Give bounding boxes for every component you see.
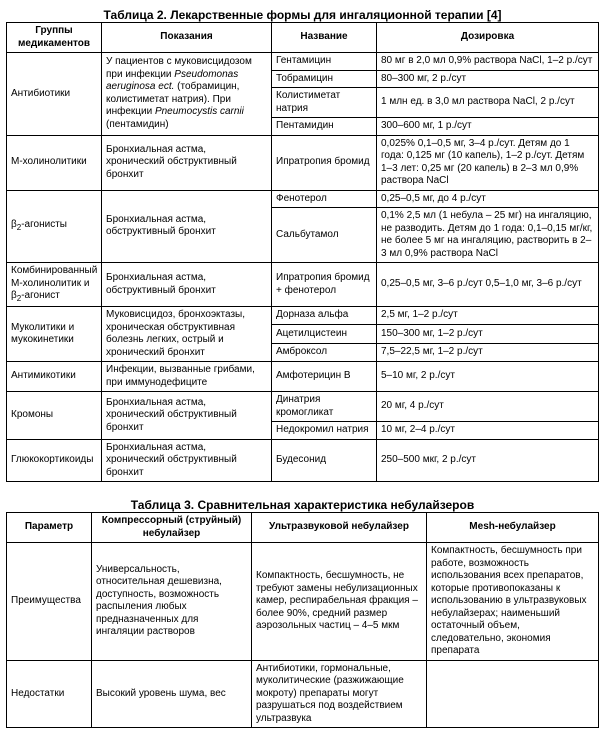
- dose-cell: 0,025% 0,1–0,5 мг, 3–4 р./сут. Детям до …: [377, 135, 599, 190]
- group-cell: Комбинированный М-холинолитик и β2-агони…: [7, 263, 102, 307]
- indication-cell: Бронхиальная астма, обструктивный бронхи…: [102, 263, 272, 307]
- drug-name-cell: Тобрамицин: [272, 70, 377, 88]
- table-row: Комбинированный М-холинолитик и β2-агони…: [7, 263, 599, 307]
- t3-h2: Компрессорный (струйный) небулайзер: [92, 513, 252, 543]
- t3-h4: Mesh-небулайзер: [427, 513, 599, 543]
- indication-cell: Инфекции, вызванные грибами, при иммунод…: [102, 362, 272, 392]
- param-cell: Преимущества: [7, 543, 92, 661]
- table3-header-row: Параметр Компрессорный (струйный) небула…: [7, 513, 599, 543]
- table-row: ГлюкокортикоидыБронхиальная астма, хрони…: [7, 439, 599, 482]
- group-cell: Глюкокортикоиды: [7, 439, 102, 482]
- indication-cell: Бронхиальная астма, хронический обструкт…: [102, 135, 272, 190]
- t3-cell: Высокий уровень шума, вес: [92, 660, 252, 728]
- t3-h1: Параметр: [7, 513, 92, 543]
- group-cell: Муколитики и мукокинетики: [7, 307, 102, 362]
- t2-h4: Дозировка: [377, 23, 599, 53]
- indication-cell: Бронхиальная астма, хронический обструкт…: [102, 439, 272, 482]
- drug-name-cell: Амфотерицин В: [272, 362, 377, 392]
- t2-h2: Показания: [102, 23, 272, 53]
- table-row: Муколитики и мукокинетикиМуковисцидоз, б…: [7, 307, 599, 325]
- dose-cell: 0,25–0,5 мг, 3–6 р./сут 0,5–1,0 мг, 3–6 …: [377, 263, 599, 307]
- t3-cell: Компактность, бесшумность при работе, во…: [427, 543, 599, 661]
- dose-cell: 10 мг, 2–4 р./сут: [377, 422, 599, 440]
- drug-name-cell: Динатрия кромогликат: [272, 392, 377, 422]
- dose-cell: 7,5–22,5 мг, 1–2 р./сут: [377, 343, 599, 361]
- dose-cell: 0,25–0,5 мг, до 4 р./сут: [377, 190, 599, 208]
- table-row: АнтимикотикиИнфекции, вызванные грибами,…: [7, 362, 599, 392]
- table-row: ПреимуществаУниверсальность, относительн…: [7, 543, 599, 661]
- table-row: АнтибиотикиУ пациентов с муковисцидозом …: [7, 53, 599, 71]
- t3-cell: [427, 660, 599, 728]
- table3-caption: Таблица 3. Сравнительная характеристика …: [6, 498, 599, 512]
- t2-h3: Название: [272, 23, 377, 53]
- drug-name-cell: Ипратропия бромид + фенотерол: [272, 263, 377, 307]
- drug-name-cell: Недокромил натрия: [272, 422, 377, 440]
- t3-h3: Ультразвуковой небулайзер: [252, 513, 427, 543]
- indication-cell: Муковисцидоз, бронхоэктазы, хроническая …: [102, 307, 272, 362]
- drug-name-cell: Ипратропия бромид: [272, 135, 377, 190]
- dose-cell: 1 млн ед. в 3,0 мл раствора NaCl, 2 р./с…: [377, 88, 599, 118]
- drug-name-cell: Амброксол: [272, 343, 377, 361]
- dose-cell: 80–300 мг, 2 р./сут: [377, 70, 599, 88]
- t3-cell: Компактность, бесшумность, не требуют за…: [252, 543, 427, 661]
- drug-name-cell: Колистиметат натрия: [272, 88, 377, 118]
- table2-caption: Таблица 2. Лекарственные формы для ингал…: [6, 8, 599, 22]
- dose-cell: 300–600 мг, 1 р./сут: [377, 118, 599, 136]
- group-cell: Антимикотики: [7, 362, 102, 392]
- table-row: М-холинолитикиБронхиальная астма, хронич…: [7, 135, 599, 190]
- table2: Группы медикаментов Показания Название Д…: [6, 22, 599, 482]
- group-cell: β2-агонисты: [7, 190, 102, 263]
- group-cell: Кромоны: [7, 392, 102, 440]
- t3-cell: Универсальность, относительная дешевизна…: [92, 543, 252, 661]
- dose-cell: 250–500 мкг, 2 р./сут: [377, 439, 599, 482]
- table2-header-row: Группы медикаментов Показания Название Д…: [7, 23, 599, 53]
- group-cell: Антибиотики: [7, 53, 102, 136]
- drug-name-cell: Гентамицин: [272, 53, 377, 71]
- t3-cell: Антибиотики, гормональные, муколитически…: [252, 660, 427, 728]
- dose-cell: 2,5 мг, 1–2 р./сут: [377, 307, 599, 325]
- drug-name-cell: Сальбутамол: [272, 208, 377, 263]
- drug-name-cell: Фенотерол: [272, 190, 377, 208]
- table-row: β2-агонистыБронхиальная астма, обструкти…: [7, 190, 599, 208]
- dose-cell: 5–10 мг, 2 р./сут: [377, 362, 599, 392]
- table-row: НедостаткиВысокий уровень шума, весАнтиб…: [7, 660, 599, 728]
- drug-name-cell: Ацетилцистеин: [272, 325, 377, 343]
- dose-cell: 80 мг в 2,0 мл 0,9% раствора NaCl, 1–2 р…: [377, 53, 599, 71]
- dose-cell: 0,1% 2,5 мл (1 небула – 25 мг) на ингаля…: [377, 208, 599, 263]
- table3: Параметр Компрессорный (струйный) небула…: [6, 512, 599, 728]
- table-row: КромоныБронхиальная астма, хронический о…: [7, 392, 599, 422]
- param-cell: Недостатки: [7, 660, 92, 728]
- dose-cell: 150–300 мг, 1–2 р./сут: [377, 325, 599, 343]
- drug-name-cell: Дорназа альфа: [272, 307, 377, 325]
- drug-name-cell: Будесонид: [272, 439, 377, 482]
- t2-h1: Группы медикаментов: [7, 23, 102, 53]
- drug-name-cell: Пентамидин: [272, 118, 377, 136]
- indication-cell: Бронхиальная астма, хронический обструкт…: [102, 392, 272, 440]
- indication-cell: Бронхиальная астма, обструктивный бронхи…: [102, 190, 272, 263]
- indication-cell: У пациентов с муковисцидозом при инфекци…: [102, 53, 272, 136]
- group-cell: М-холинолитики: [7, 135, 102, 190]
- dose-cell: 20 мг, 4 р./сут: [377, 392, 599, 422]
